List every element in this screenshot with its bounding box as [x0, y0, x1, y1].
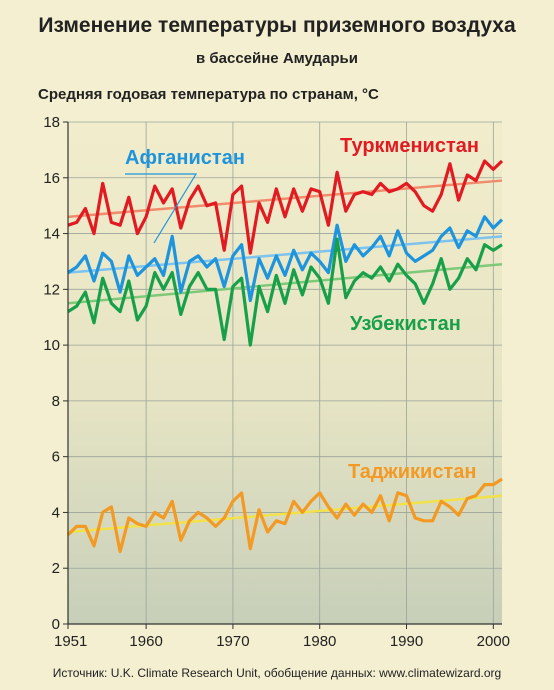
chart-title: Изменение температуры приземного воздуха [38, 14, 516, 37]
series-label: Таджикистан [348, 461, 476, 483]
label-leader-line [125, 173, 198, 244]
series-label: Афганистан [125, 147, 245, 169]
trend-lines [67, 179, 503, 534]
source-note: Источник: U.K. Climate Research Unit, об… [52, 666, 502, 680]
x-tick-label: 1970 [216, 633, 249, 650]
y-tick-label: 14 [43, 226, 60, 243]
series-line [66, 477, 503, 554]
series-line [67, 215, 504, 303]
series-label: Узбекистан [350, 313, 461, 335]
series-line [67, 237, 503, 347]
x-tick-label: 1980 [303, 633, 336, 650]
y-tick-label: 8 [52, 393, 60, 410]
series-line [67, 159, 504, 255]
trend-line [67, 235, 503, 274]
trend-line [67, 179, 503, 219]
y-tick-label: 18 [43, 114, 60, 131]
trend-line [67, 262, 503, 305]
series-label: Туркменистан [340, 135, 479, 157]
grid-lines [68, 121, 502, 624]
x-tick-label: 2000 [477, 633, 510, 650]
y-tick-label: 2 [52, 560, 60, 577]
x-tick-label: 1951 [54, 633, 87, 650]
y-tick-label: 10 [43, 337, 60, 354]
y-tick-label: 6 [52, 449, 60, 466]
y-tick-label: 0 [52, 616, 60, 633]
y-tick-label: 12 [43, 281, 60, 298]
y-tick-label: 16 [43, 170, 60, 187]
y-axis-label: Средняя годовая температура по странам, … [38, 86, 379, 103]
y-tick-label: 4 [52, 504, 60, 521]
chart-subtitle: в бассейне Амударьи [196, 50, 358, 67]
x-ticks: 1951 1960 1970 1980 1990 2000 [54, 624, 510, 650]
x-tick-label: 1960 [129, 633, 162, 650]
y-ticks: 0 2 4 6 8 10 12 14 16 18 [43, 114, 68, 633]
data-series [66, 159, 504, 554]
series-labels: Туркменистан Афганистан Узбекистан Таджикис… [125, 135, 479, 483]
x-tick-label: 1990 [390, 633, 423, 650]
plot-area [68, 122, 502, 624]
